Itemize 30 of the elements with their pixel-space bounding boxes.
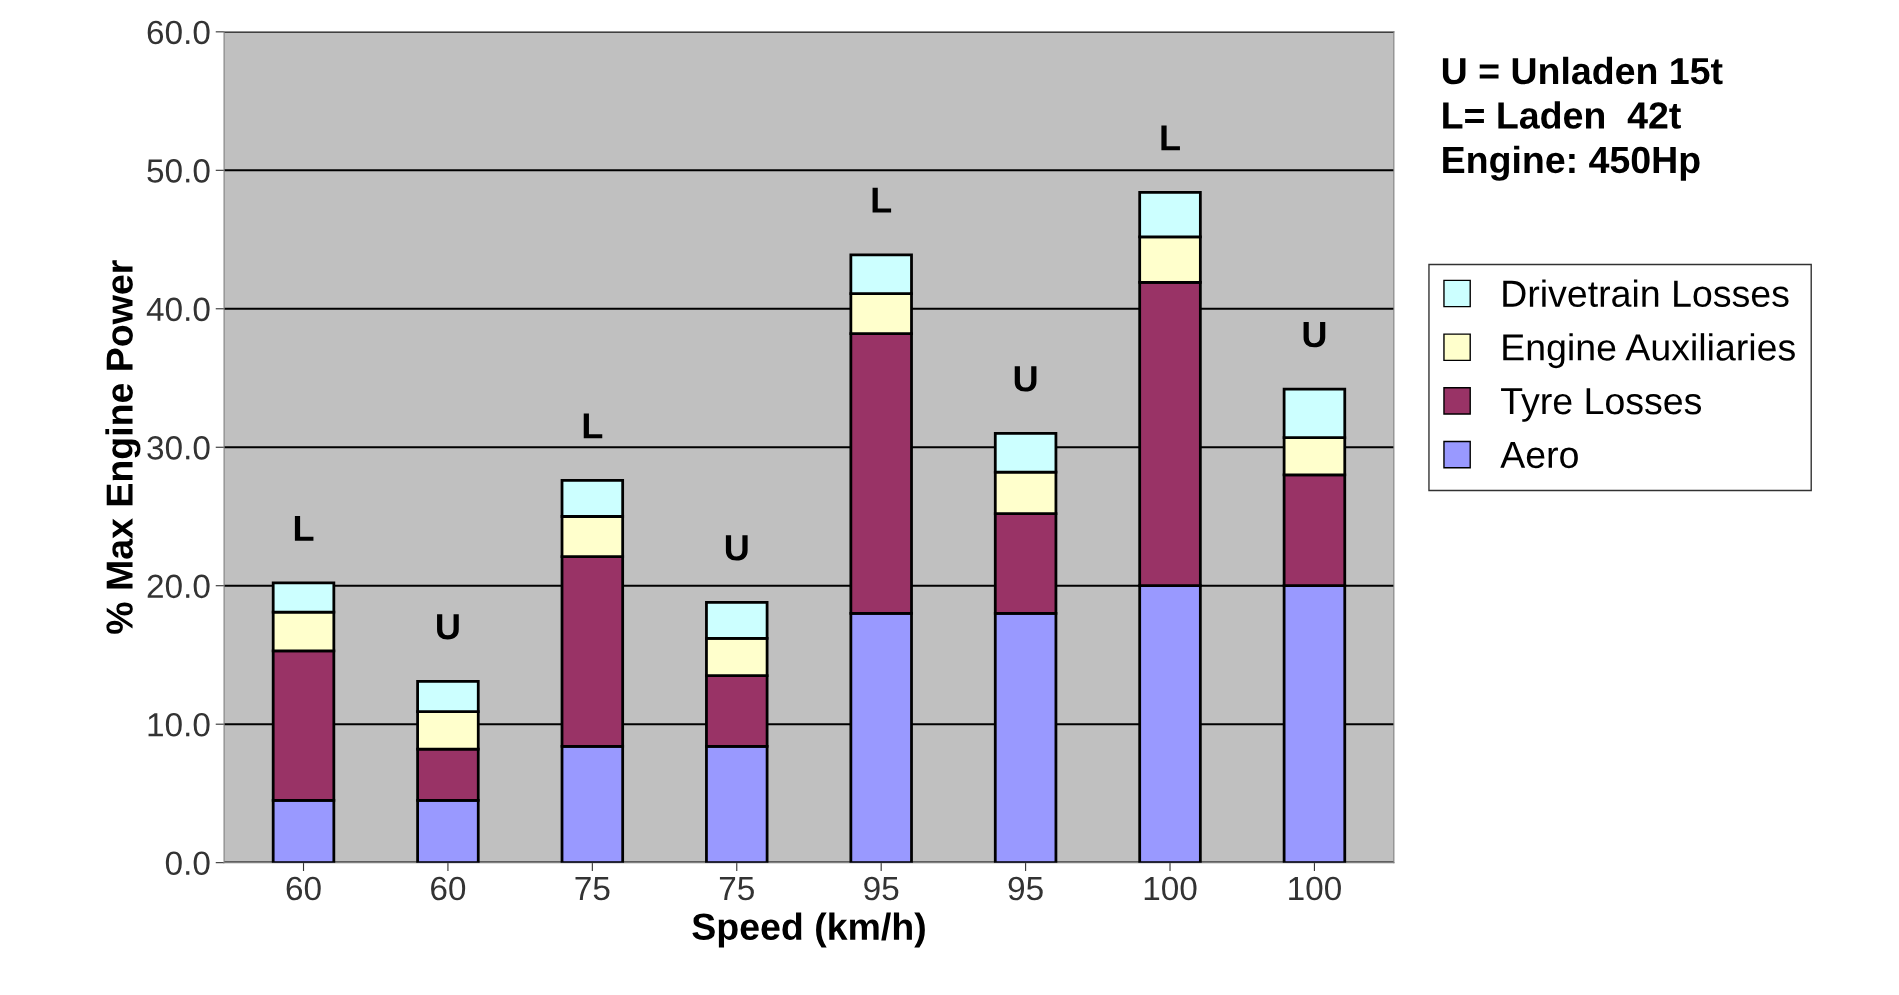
y-tick-label: 50.0 xyxy=(147,159,210,183)
total-label: U xyxy=(437,614,459,640)
legend-label: Tyre Losses xyxy=(1501,388,1702,422)
x-tick-label: 75 xyxy=(719,877,754,901)
total-label: L xyxy=(583,413,603,439)
y-tick-label: 60.0 xyxy=(147,20,210,45)
y-tick-label: 40.0 xyxy=(146,297,210,322)
x-tick-label: 60 xyxy=(286,876,321,901)
legend-label: Aero xyxy=(1500,441,1578,469)
x-tick-label: 75 xyxy=(575,877,610,901)
y-tick-label: 20.0 xyxy=(147,574,210,599)
x-tick-label: 95 xyxy=(1008,876,1043,901)
legend-label: Drivetrain Losses xyxy=(1503,279,1789,308)
total-label: L xyxy=(872,187,892,213)
x-tick-label: 95 xyxy=(864,876,899,901)
legend-label: Engine Auxiliaries xyxy=(1503,333,1795,369)
y-tick-label: 30.0 xyxy=(147,436,210,460)
total-label: U xyxy=(1303,322,1326,348)
x-tick-label: 100 xyxy=(1289,876,1341,901)
y-tick-label: 10.0 xyxy=(148,713,210,737)
total-label: L xyxy=(1161,125,1180,151)
y-axis-title: % Max Engine Power xyxy=(105,260,141,634)
x-tick-label: 60 xyxy=(431,876,466,901)
total-label: U xyxy=(725,535,748,561)
x-axis-title: Speed (km/h) xyxy=(692,912,925,948)
y-tick-label: 0.0 xyxy=(165,851,210,876)
total-label: U xyxy=(1014,366,1037,392)
text: U = Unladen 15t L= Laden 42t Engine: 450Hp xyxy=(1442,56,1723,181)
x-tick-label: 100 xyxy=(1144,876,1197,901)
total-label: L xyxy=(294,515,314,541)
